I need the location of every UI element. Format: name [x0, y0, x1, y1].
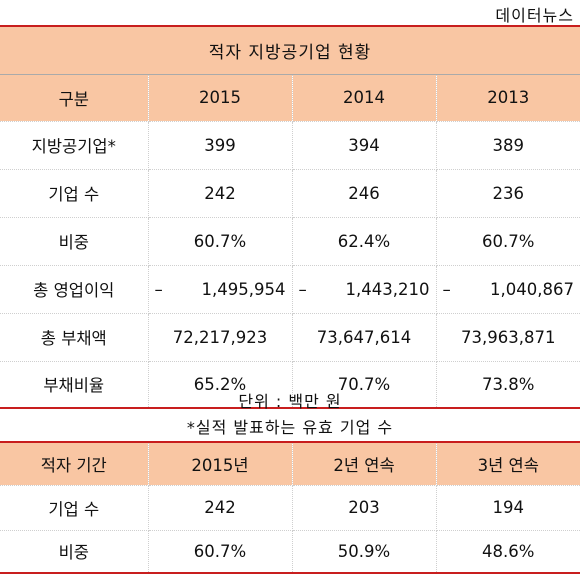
header-3-years: 3년 연속 [436, 441, 580, 486]
value-number: 1,495,954 [201, 279, 286, 299]
value-number: 1,443,210 [345, 279, 430, 299]
table-header-row: 구분 2015 2014 2013 [0, 74, 580, 122]
cell-value: 60.7% [436, 217, 580, 266]
cell-value: 65.2% [148, 361, 293, 409]
cell-value: 48.6% [436, 530, 580, 574]
row-label: 총 영업이익 [0, 265, 149, 314]
cell-value: 394 [292, 121, 437, 170]
deficit-enterprise-table: 적자 지방공기업 현황 구분 2015 2014 2013 지방공기업* 399… [0, 25, 580, 409]
header-2013: 2013 [436, 74, 580, 122]
table-title: 적자 지방공기업 현황 [0, 25, 580, 75]
cell-value: 194 [436, 485, 580, 531]
header-2015: 2015 [148, 74, 293, 122]
table-row: 비중 60.7% 50.9% 48.6% [0, 530, 580, 574]
minus-sign: – [298, 279, 307, 299]
table-row: 총 영업이익 –1,495,954 –1,443,210 –1,040,867 [0, 265, 580, 314]
cell-value: 62.4% [292, 217, 437, 266]
table-header-row: 적자 기간 2015년 2년 연속 3년 연속 [0, 441, 580, 486]
cell-value: – 1,443,210 [292, 265, 437, 314]
value-number: 1,040,867 [490, 279, 575, 299]
row-label: 비중 [0, 530, 149, 574]
header-2015: 2015년 [148, 441, 293, 486]
minus-sign: – [154, 279, 163, 299]
cell-value: 203 [292, 485, 437, 531]
table-row: 비중 60.7% 62.4% 60.7% [0, 217, 580, 266]
footnote: *실적 발표하는 유효 기업 수 [186, 418, 394, 437]
cell-value: – 1,040,867 [436, 265, 580, 314]
table-row: 기업 수 242 203 194 [0, 485, 580, 531]
row-label: 기업 수 [0, 169, 149, 218]
minus-sign: – [442, 279, 451, 299]
cell-value: 60.7% [148, 217, 293, 266]
header-period: 적자 기간 [0, 441, 149, 486]
cell-value: 242 [148, 169, 293, 218]
row-label: 기업 수 [0, 485, 149, 531]
cell-value: 73,647,614 [292, 313, 437, 362]
deficit-period-table: 적자 기간 2015년 2년 연속 3년 연속 기업 수 242 203 194… [0, 441, 580, 574]
row-label: 비중 [0, 217, 149, 266]
cell-value: 50.9% [292, 530, 437, 574]
cell-value: – 1,495,954 [148, 265, 293, 314]
table-row: 부채비율 65.2% 70.7% 73.8% [0, 361, 580, 409]
row-label: 부채비율 [0, 361, 149, 409]
cell-value: 60.7% [148, 530, 293, 574]
table-row: 기업 수 242 246 236 [0, 169, 580, 218]
unit-note: 단위 : 백만 원 [238, 392, 342, 411]
header-2-years: 2년 연속 [292, 441, 437, 486]
row-label: 지방공기업* [0, 121, 149, 170]
table-row: 총 부채액 72,217,923 73,647,614 73,963,871 [0, 313, 580, 362]
cell-value: 72,217,923 [148, 313, 293, 362]
cell-value: 389 [436, 121, 580, 170]
cell-value: 399 [148, 121, 293, 170]
source-label: 데이터뉴스 [495, 6, 574, 25]
table-title-row: 적자 지방공기업 현황 [0, 25, 580, 75]
table-row: 지방공기업* 399 394 389 [0, 121, 580, 170]
cell-value: 73.8% [436, 361, 580, 409]
cell-value: 70.7% [292, 361, 437, 409]
cell-value: 236 [436, 169, 580, 218]
header-2014: 2014 [292, 74, 437, 122]
cell-value: 73,963,871 [436, 313, 580, 362]
header-category: 구분 [0, 74, 149, 122]
cell-value: 246 [292, 169, 437, 218]
cell-value: 242 [148, 485, 293, 531]
row-label: 총 부채액 [0, 313, 149, 362]
